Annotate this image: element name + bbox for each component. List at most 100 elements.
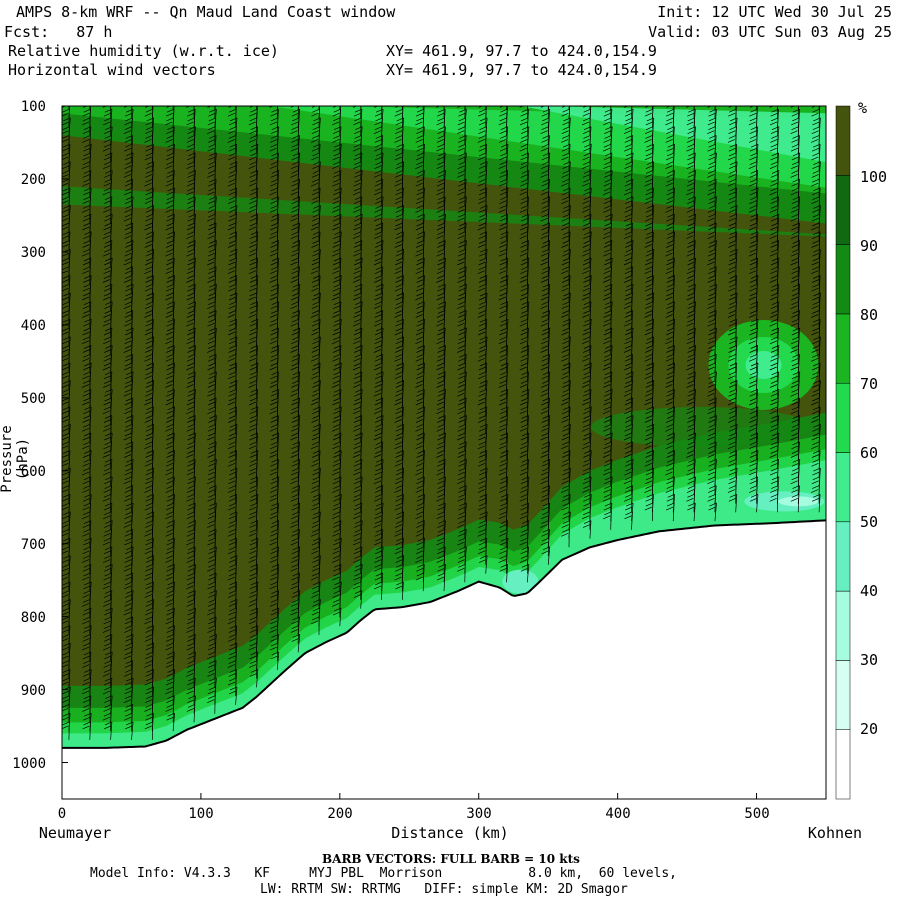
wind-barb <box>672 106 674 110</box>
wind-barb <box>499 563 509 583</box>
wind-barb <box>228 686 238 705</box>
model-info: Model Info: V4.3.3 KF MYJ PBL Morrison 8… <box>90 866 677 881</box>
y-tick-label: 400 <box>20 318 46 334</box>
wind-barb <box>790 493 800 513</box>
colorbar-swatch <box>835 729 851 800</box>
wind-barb <box>353 590 363 609</box>
y-tick-label: 600 <box>20 464 46 480</box>
wind-barb <box>485 106 487 110</box>
field-label-wind: Horizontal wind vectors <box>8 61 216 79</box>
colorbar-label: 100 <box>860 168 888 186</box>
wind-barb <box>256 106 257 110</box>
wind-barb <box>124 721 134 740</box>
wind-barb <box>395 581 404 600</box>
axis-ticks <box>61 105 758 799</box>
wind-barb <box>644 502 654 522</box>
x-tick-label: 100 <box>188 806 214 822</box>
colorbar-unit: % <box>858 99 868 117</box>
wind-barb <box>457 563 466 583</box>
wind-barb <box>415 572 425 592</box>
wind-barb <box>82 721 91 740</box>
wind-barbs <box>62 106 821 740</box>
wind-barb <box>172 106 174 110</box>
y-tick-label: 1000 <box>12 756 46 772</box>
terrain-outline <box>62 519 826 749</box>
wind-barb <box>603 511 612 530</box>
wind-barb <box>756 106 757 110</box>
wind-barb <box>166 712 175 732</box>
x-end-location: Kohnen <box>807 824 863 842</box>
x-axis-title: Distance (km) <box>391 824 509 842</box>
wind-barb <box>735 106 737 110</box>
wind-barb <box>68 106 70 110</box>
wind-barb <box>89 106 91 110</box>
wind-barb <box>318 106 320 110</box>
y-axis-title: Pressure (hPa) <box>0 425 31 493</box>
colorbar-label: 80 <box>860 306 879 324</box>
wind-barb <box>561 528 570 548</box>
colorbar-swatch <box>835 175 851 245</box>
colorbar-label: 20 <box>860 720 879 738</box>
x-tick-label: 300 <box>466 806 492 822</box>
colorbar-swatch <box>835 244 851 315</box>
wind-barb <box>708 502 717 522</box>
y-tick-label: 500 <box>20 391 46 407</box>
xy-range-1: XY= 461.9, 97.7 to 424.0,154.9 <box>386 42 657 60</box>
y-tick-label: 700 <box>20 537 46 553</box>
xy-range-2: XY= 461.9, 97.7 to 424.0,154.9 <box>386 61 657 79</box>
colorbar-label: 70 <box>860 375 879 393</box>
colorbar-label: 60 <box>860 444 879 462</box>
wind-barb <box>687 502 696 522</box>
wind-barb <box>186 704 196 723</box>
wind-barb <box>818 106 820 110</box>
x-tick-label: 400 <box>605 806 631 822</box>
colorbar-label: 30 <box>860 651 879 669</box>
colorbar-swatch <box>835 660 851 730</box>
wind-barb <box>506 106 507 110</box>
wind-barb <box>520 563 530 583</box>
x-start-location: Neumayer <box>38 824 112 842</box>
wind-barb <box>728 493 738 513</box>
wind-barb <box>749 493 759 513</box>
wind-barb <box>422 106 424 110</box>
colorbar-label: 50 <box>860 513 879 531</box>
wind-barb <box>652 106 653 110</box>
colorbar-swatch <box>835 590 851 661</box>
field-label-rh: Relative humidity (w.r.t. ice) <box>8 42 279 60</box>
wind-barb <box>151 106 153 110</box>
wind-barb <box>144 721 154 740</box>
wind-barb <box>582 520 592 539</box>
colorbar-swatch <box>835 521 851 592</box>
wind-barb <box>207 695 216 714</box>
rh-upper-band <box>62 106 826 163</box>
barb-legend: BARB VECTORS: FULL BARB = 10 kts <box>322 852 580 866</box>
wind-barb <box>589 106 591 110</box>
wind-barb <box>270 651 280 670</box>
colorbar-swatch <box>835 452 851 523</box>
chart-title: AMPS 8-km WRF -- Qn Maud Land Coast wind… <box>16 3 396 21</box>
wind-barb <box>624 511 633 530</box>
y-tick-label: 300 <box>20 245 46 261</box>
model-physics: LW: RRTM SW: RRTMG DIFF: simple KM: 2D S… <box>260 882 628 897</box>
y-tick-label: 200 <box>20 172 46 188</box>
colorbar-swatch <box>835 382 851 453</box>
wind-barb <box>568 106 570 110</box>
wind-barb <box>541 546 551 565</box>
wind-barb <box>310 616 320 635</box>
plot-frame <box>61 105 827 800</box>
wind-barb <box>249 669 259 688</box>
terrain <box>62 520 826 799</box>
valid-time: Valid: 03 UTC Sun 03 Aug 25 <box>648 23 892 41</box>
rh-dry-pocket <box>502 569 539 594</box>
wind-barb <box>769 493 779 513</box>
x-tick-label: 0 <box>57 806 67 822</box>
wind-barb <box>811 493 821 513</box>
wind-barb <box>401 106 403 110</box>
wind-barb <box>62 721 70 740</box>
wind-barb <box>332 607 342 627</box>
wind-barb <box>374 581 383 600</box>
colorbar-label: 40 <box>860 582 879 600</box>
y-tick-label: 900 <box>20 683 46 699</box>
colorbar-swatch <box>835 105 851 176</box>
